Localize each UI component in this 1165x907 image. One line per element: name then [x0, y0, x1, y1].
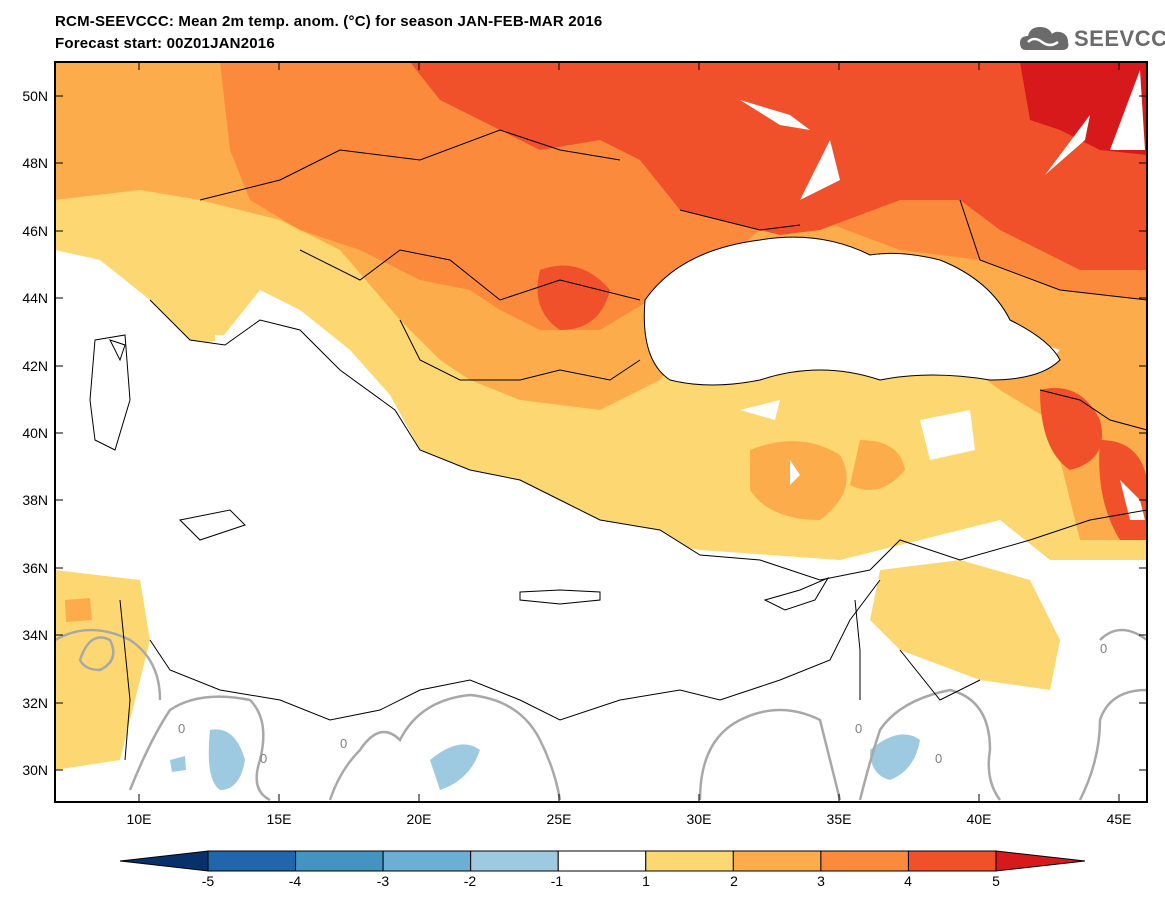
forecast-start-label: Forecast start: 00Z01JAN2016	[55, 35, 275, 52]
contour-label: 0	[1100, 641, 1107, 656]
colorbar-segment	[820, 850, 909, 872]
lon-tick-label: 25E	[547, 811, 572, 827]
lat-tick-label: 46N	[22, 223, 48, 239]
contour-labels: 0 0 0 0 0 0	[178, 641, 1107, 766]
lon-tick-label: 20E	[407, 811, 432, 827]
coastlines-borders	[89, 129, 1147, 761]
lon-tick-label: 35E	[827, 811, 852, 827]
colorbar-segment	[557, 850, 647, 872]
lat-tick-label: 42N	[22, 358, 48, 374]
lat-tick-label: 40N	[22, 425, 48, 441]
colorbar-segment	[645, 850, 734, 872]
colorbar-segment	[207, 850, 297, 872]
colorbar-label: 1	[642, 873, 650, 889]
colorbar-label: -2	[463, 873, 477, 889]
lat-tick-label: 34N	[22, 627, 48, 643]
lon-tick-label: 30E	[687, 811, 712, 827]
lat-tick-label: 44N	[22, 290, 48, 306]
colorbar-segment	[470, 850, 559, 872]
longitude-axis: 10E 15E 20E 25E 30E 35E 40E 45E	[127, 62, 1132, 827]
colorbar-label: -3	[376, 873, 390, 889]
lat-tick-label: 38N	[22, 492, 48, 508]
colorbar-label: 5	[992, 873, 1000, 889]
colorbar-segment	[382, 850, 472, 872]
contour-label: 0	[260, 751, 267, 766]
colorbar-label: -4	[288, 873, 302, 889]
contour-label: 0	[935, 751, 942, 766]
contour-label: 0	[855, 721, 862, 736]
anomaly-fill-layer	[55, 62, 1147, 802]
cloud-icon	[1020, 27, 1069, 50]
map-title: RCM-SEEVCCC: Mean 2m temp. anom. (°C) fo…	[55, 13, 603, 30]
colorbar-label: -5	[201, 873, 215, 889]
lon-tick-label: 40E	[967, 811, 992, 827]
colorbar-label: 4	[904, 873, 912, 889]
lon-tick-label: 45E	[1107, 811, 1132, 827]
map-frame	[54, 61, 1148, 803]
colorbar-segment	[732, 850, 822, 872]
colorbar-label: 2	[730, 873, 738, 889]
latitude-axis: 50N 48N 46N 44N 42N 40N 38N 36N 34N 32N …	[22, 88, 1147, 778]
colorbar-segment	[907, 850, 997, 872]
colorbar-segment	[119, 850, 209, 872]
colorbar-segment	[995, 850, 1086, 872]
colorbar	[119, 850, 1086, 872]
colorbar-label: 3	[817, 873, 825, 889]
contour-label: 0	[340, 736, 347, 751]
zero-contours	[55, 628, 1147, 802]
lat-tick-label: 36N	[22, 560, 48, 576]
seevccc-logo: SEEVCCC	[1018, 22, 1165, 56]
contour-label: 0	[178, 721, 185, 736]
lat-tick-label: 48N	[22, 155, 48, 171]
logo-text: SEEVCCC	[1074, 26, 1165, 51]
colorbar-segment	[295, 850, 384, 872]
lon-tick-label: 15E	[267, 811, 292, 827]
lon-tick-label: 10E	[127, 811, 152, 827]
lat-tick-label: 32N	[22, 695, 48, 711]
colorbar-label: -1	[550, 873, 564, 889]
lat-tick-label: 50N	[22, 88, 48, 104]
lat-tick-label: 30N	[22, 762, 48, 778]
